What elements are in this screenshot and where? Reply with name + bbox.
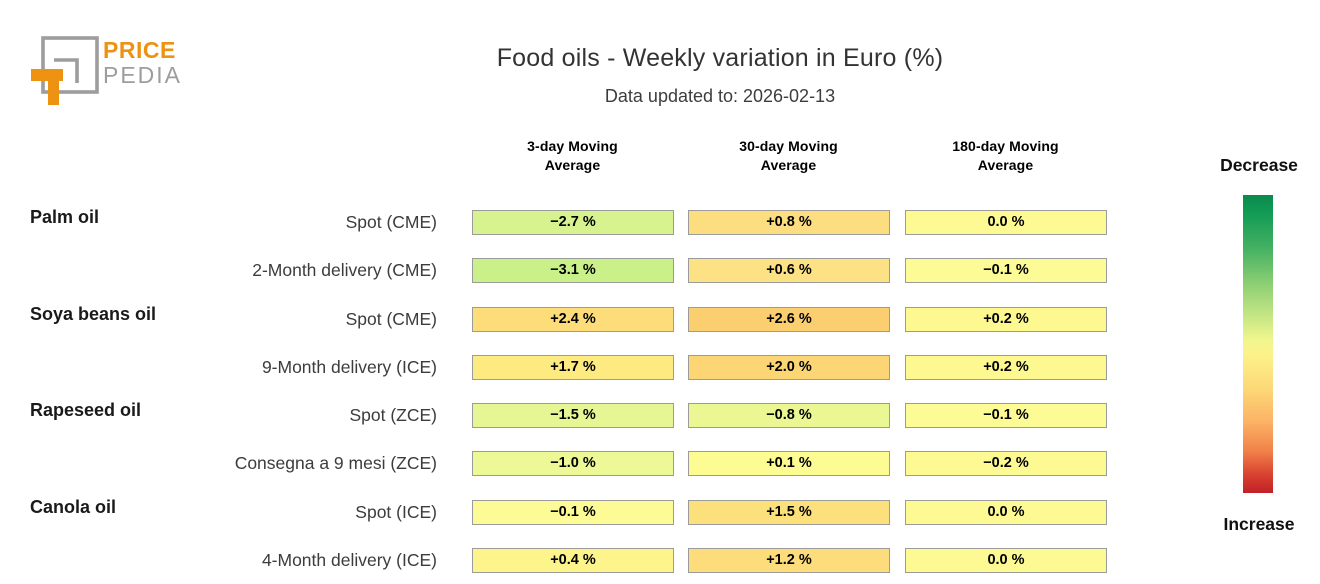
heatmap-cell: −1.5 %: [472, 403, 674, 429]
page-title: Food oils - Weekly variation in Euro (%): [496, 44, 944, 72]
heatmap-cell: +0.2 %: [905, 354, 1107, 380]
heatmap-cell: −1.0 %: [472, 451, 674, 477]
heatmap-cell: +0.8 %: [688, 210, 890, 235]
table-row: Soya beans oil Spot (CME) +2.4 % +2.6 % …: [0, 295, 1320, 343]
table-row: Consegna a 9 mesi (ZCE) −1.0 % +0.1 % −0…: [0, 439, 1320, 487]
heatmap-cell: +2.6 %: [688, 306, 890, 332]
heatmap-cell: +0.6 %: [688, 258, 890, 284]
group-label: Canola oil: [30, 496, 117, 517]
logo-inner-corner-icon: [54, 58, 79, 83]
heatmap-cell: −2.7 %: [472, 210, 674, 235]
heatmap-cell: +1.2 %: [688, 548, 890, 574]
logo-text-price: PRICE: [103, 37, 176, 63]
row-label: Spot (CME): [345, 212, 437, 232]
legend-gradient-bar: [1243, 195, 1273, 493]
row-label: 2-Month delivery (CME): [252, 260, 437, 281]
table-row: Palm oil Spot (CME) −2.7 % +0.8 % 0.0 %: [0, 198, 1320, 246]
table-row: Canola oil Spot (ICE) −0.1 % +1.5 % 0.0 …: [0, 488, 1320, 536]
pricepedia-logo: PRICE PEDIA: [31, 36, 182, 105]
row-label: Consegna a 9 mesi (ZCE): [234, 453, 437, 474]
column-headers: 3-day Moving Average 30-day Moving Average 1…: [0, 137, 1320, 177]
heatmap-cell: 0.0 %: [905, 548, 1107, 574]
group-label: Rapeseed oil: [30, 400, 142, 421]
heatmap-cell: +2.0 %: [688, 354, 890, 380]
heatmap-page: PRICE PEDIA Food oils - Weekly variation…: [0, 36, 1320, 574]
heatmap-cell: −3.1 %: [472, 258, 674, 284]
logo-square-icon: [41, 36, 99, 94]
logo-orange-arrow-icon: [31, 69, 63, 105]
table-row: 2-Month delivery (CME) −3.1 % +0.6 % −0.…: [0, 246, 1320, 294]
heatmap-cell: −0.8 %: [688, 403, 890, 429]
row-label: 9-Month delivery (ICE): [261, 356, 437, 377]
heatmap-cell: 0.0 %: [905, 210, 1107, 235]
row-label: Spot (ICE): [355, 501, 437, 522]
group-label: Soya beans oil: [30, 303, 157, 324]
group-label: Palm oil: [30, 207, 100, 227]
row-label: Spot (ZCE): [349, 405, 437, 426]
heatmap-cell: +0.2 %: [905, 306, 1107, 332]
heatmap-cell: +1.5 %: [688, 499, 890, 525]
data-updated-subtitle: Data updated to: 2026-02-13: [604, 86, 836, 106]
logo-text-pedia: PEDIA: [103, 62, 182, 88]
table-row: Rapeseed oil Spot (ZCE) −1.5 % −0.8 % −0…: [0, 391, 1320, 439]
row-label: 4-Month delivery (ICE): [261, 550, 437, 571]
legend-increase-label: Increase: [1223, 514, 1295, 534]
heatmap-cell: +0.1 %: [688, 451, 890, 477]
heatmap-cell: −0.1 %: [905, 403, 1107, 429]
table-row: 4-Month delivery (ICE) +0.4 % +1.2 % 0.0…: [0, 536, 1320, 584]
heatmap-cell: −0.1 %: [905, 258, 1107, 284]
column-header: 180-day Moving Average: [952, 138, 1059, 173]
legend-decrease-label: Decrease: [1220, 155, 1298, 175]
table-row: 9-Month delivery (ICE) +1.7 % +2.0 % +0.…: [0, 343, 1320, 391]
column-header: 30-day Moving Average: [739, 138, 838, 173]
heatmap-cell: 0.0 %: [905, 499, 1107, 525]
heatmap-cell: −0.1 %: [472, 499, 674, 525]
column-header: 3-day Moving Average: [527, 138, 618, 173]
heatmap-cell: +1.7 %: [472, 354, 674, 380]
table-rows: Palm oil Spot (CME) −2.7 % +0.8 % 0.0 % …: [0, 198, 1320, 584]
row-label: Spot (CME): [345, 308, 437, 329]
heatmap-cell: +2.4 %: [472, 306, 674, 332]
heatmap-cell: −0.2 %: [905, 451, 1107, 477]
heatmap-cell: +0.4 %: [472, 548, 674, 574]
